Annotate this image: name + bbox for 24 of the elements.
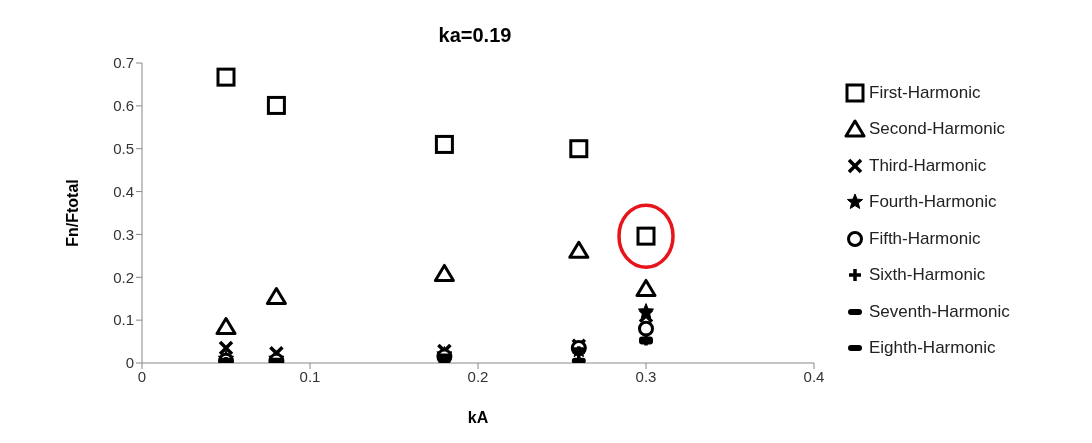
- legend-label: Seventh-Harmonic: [869, 301, 1010, 322]
- x-axis-title: kA: [467, 409, 489, 426]
- x-tick-label: 0.2: [467, 367, 489, 385]
- legend-label: Third-Harmonic: [869, 155, 987, 176]
- legend-label: First-Harmonic: [869, 82, 981, 103]
- y-tick-label: 0.4: [113, 182, 134, 200]
- y-tick-label: 0.2: [113, 268, 134, 286]
- y-tick-label: 0.6: [113, 97, 134, 115]
- y-axis-title: Fn/Ftotal: [63, 179, 81, 247]
- y-tick-label: 0.3: [113, 225, 134, 243]
- y-tick-label: 0.7: [113, 54, 134, 72]
- y-tick-label: 0.1: [113, 311, 134, 329]
- x-tick-label: 0.1: [299, 367, 321, 385]
- x-tick-label: 0.3: [635, 367, 657, 385]
- x-tick-label: 0.4: [803, 367, 825, 385]
- legend-label: Sixth-Harmonic: [869, 265, 986, 286]
- x-tick-label: 0: [137, 367, 147, 385]
- legend-label: Eighth-Harmonic: [869, 338, 996, 359]
- legend-label: Fourth-Harmonic: [869, 192, 997, 213]
- chart-title: ka=0.19: [437, 24, 513, 47]
- y-tick-label: 0.5: [113, 140, 134, 158]
- legend-label: Fifth-Harmonic: [869, 228, 981, 249]
- legend-label: Second-Harmonic: [869, 119, 1006, 140]
- y-tick-label: 0: [125, 354, 134, 372]
